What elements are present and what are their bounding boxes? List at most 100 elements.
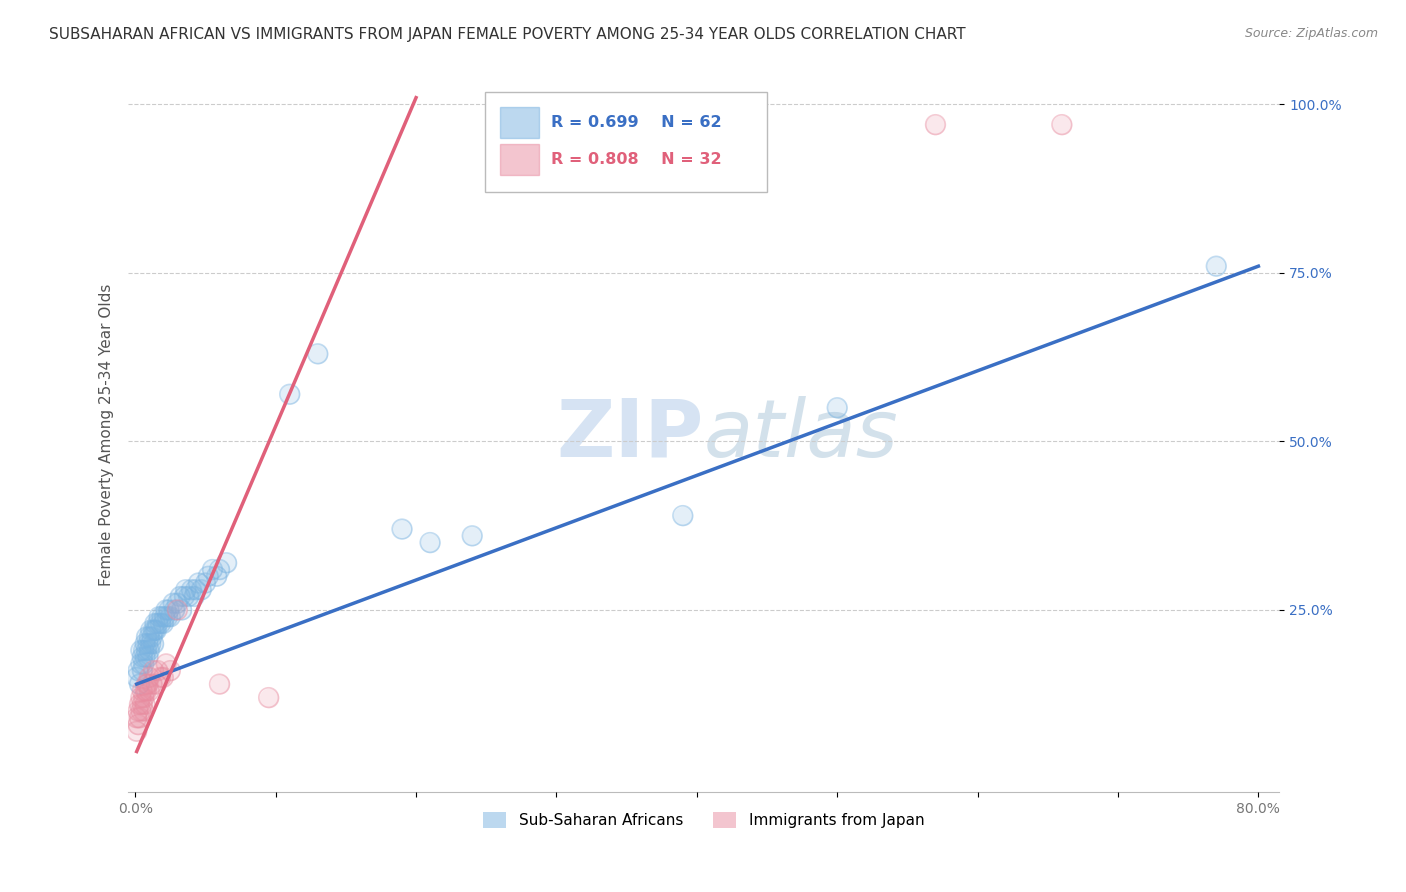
Point bbox=[127, 717, 149, 731]
Point bbox=[135, 683, 157, 698]
Point bbox=[152, 616, 174, 631]
Point bbox=[183, 590, 205, 604]
Point bbox=[391, 522, 413, 536]
Point bbox=[307, 347, 329, 361]
Point bbox=[135, 643, 157, 657]
Point bbox=[142, 637, 165, 651]
Point bbox=[162, 596, 184, 610]
Point bbox=[142, 664, 165, 678]
Point bbox=[138, 643, 160, 657]
Point bbox=[148, 609, 170, 624]
Point bbox=[159, 664, 181, 678]
Point bbox=[205, 569, 228, 583]
Point bbox=[131, 650, 153, 665]
Point bbox=[190, 582, 212, 597]
Point bbox=[197, 569, 219, 583]
Point bbox=[141, 630, 163, 644]
Point bbox=[159, 664, 181, 678]
Point bbox=[461, 529, 484, 543]
Point bbox=[142, 637, 165, 651]
Point bbox=[139, 623, 162, 637]
Point bbox=[174, 582, 197, 597]
Point bbox=[155, 603, 177, 617]
Point bbox=[208, 677, 231, 691]
Point bbox=[134, 698, 156, 712]
Point bbox=[162, 596, 184, 610]
Point bbox=[1050, 118, 1073, 132]
Point bbox=[127, 717, 149, 731]
Point bbox=[187, 576, 209, 591]
Point bbox=[205, 569, 228, 583]
Point bbox=[146, 616, 169, 631]
Point bbox=[138, 683, 160, 698]
Point bbox=[215, 556, 238, 570]
Point bbox=[201, 562, 224, 576]
Point bbox=[419, 535, 441, 549]
Point bbox=[131, 683, 153, 698]
Point bbox=[155, 657, 177, 671]
Point bbox=[143, 623, 166, 637]
Point bbox=[1050, 118, 1073, 132]
Point bbox=[187, 576, 209, 591]
Point bbox=[159, 609, 181, 624]
Point bbox=[129, 643, 152, 657]
Point bbox=[141, 630, 163, 644]
Point bbox=[152, 670, 174, 684]
Point bbox=[150, 609, 173, 624]
Point bbox=[149, 616, 172, 631]
Point bbox=[208, 562, 231, 576]
Point bbox=[136, 677, 159, 691]
Point bbox=[134, 650, 156, 665]
Point bbox=[278, 387, 301, 401]
Point bbox=[146, 664, 169, 678]
Point bbox=[149, 670, 172, 684]
Point bbox=[150, 609, 173, 624]
Point bbox=[135, 683, 157, 698]
Point bbox=[134, 637, 156, 651]
Point bbox=[924, 118, 946, 132]
Point bbox=[132, 690, 155, 705]
Point bbox=[128, 711, 150, 725]
Point bbox=[143, 616, 166, 631]
Point bbox=[142, 623, 165, 637]
Point bbox=[825, 401, 848, 415]
Point bbox=[152, 670, 174, 684]
Point bbox=[163, 603, 186, 617]
FancyBboxPatch shape bbox=[485, 92, 768, 192]
Point bbox=[180, 582, 202, 597]
Point bbox=[125, 724, 148, 739]
Point bbox=[134, 698, 156, 712]
Point bbox=[155, 603, 177, 617]
Point bbox=[257, 690, 280, 705]
Point bbox=[136, 677, 159, 691]
Point bbox=[132, 704, 155, 718]
FancyBboxPatch shape bbox=[501, 144, 540, 176]
Point bbox=[170, 603, 193, 617]
Point bbox=[132, 643, 155, 657]
Point bbox=[135, 643, 157, 657]
Text: R = 0.699    N = 62: R = 0.699 N = 62 bbox=[551, 115, 721, 130]
Point bbox=[145, 623, 167, 637]
Point bbox=[190, 582, 212, 597]
Point bbox=[138, 630, 160, 644]
Point bbox=[131, 683, 153, 698]
Point bbox=[127, 664, 149, 678]
Point bbox=[134, 683, 156, 698]
Point bbox=[461, 529, 484, 543]
Point bbox=[153, 609, 176, 624]
Point bbox=[136, 637, 159, 651]
Point bbox=[169, 590, 191, 604]
Point bbox=[152, 616, 174, 631]
Point bbox=[184, 582, 207, 597]
Point bbox=[128, 698, 150, 712]
Point bbox=[208, 562, 231, 576]
Point bbox=[141, 677, 163, 691]
Point bbox=[146, 664, 169, 678]
Point bbox=[138, 643, 160, 657]
Point bbox=[142, 623, 165, 637]
Point bbox=[208, 677, 231, 691]
Text: ZIP: ZIP bbox=[557, 396, 704, 474]
Point bbox=[127, 664, 149, 678]
Point bbox=[125, 711, 148, 725]
Point bbox=[166, 603, 188, 617]
